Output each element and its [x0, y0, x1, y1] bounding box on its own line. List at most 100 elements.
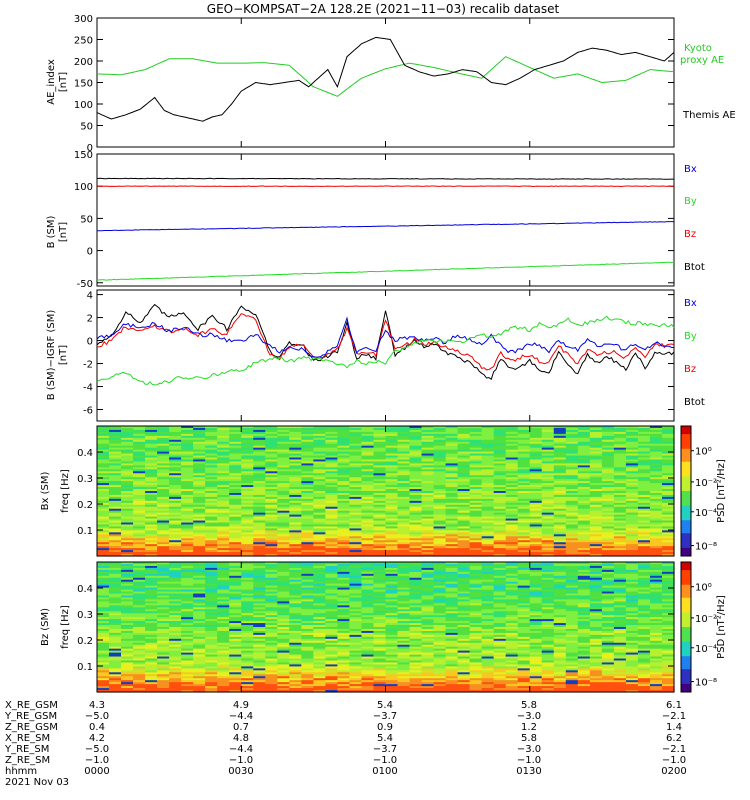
- spectrogram-cell: [421, 528, 435, 531]
- spectrogram-cell: [553, 459, 567, 463]
- spectrogram-cell: [217, 435, 230, 439]
- spectrogram-cell: [589, 514, 603, 518]
- spectrogram-cell: [325, 522, 339, 526]
- spectrogram-cell: [493, 481, 507, 484]
- spectrogram-cell: [241, 504, 254, 508]
- spectrogram-cell: [313, 581, 326, 585]
- spectrogram-cell: [121, 538, 134, 541]
- spectrogram-cell: [457, 427, 471, 431]
- spectrogram-cell: [625, 481, 639, 484]
- spectrogram-cell: [589, 449, 603, 453]
- spectrogram-cell: [265, 642, 278, 646]
- spectrogram-cell: [505, 459, 519, 463]
- spectrogram-cell: [301, 500, 314, 504]
- spectrogram-cell: [157, 465, 170, 468]
- spectrogram-cell: [409, 439, 423, 443]
- spectrogram-cell: [277, 611, 290, 614]
- spectrogram-cell: [337, 475, 351, 478]
- spectrogram-cell: [373, 585, 387, 589]
- spectrogram-cell: [205, 674, 218, 677]
- spectrogram-cell: [289, 601, 302, 604]
- spectrogram-cell: [169, 682, 182, 685]
- spectrogram-cell: [613, 447, 627, 451]
- spectrogram-cell: [493, 447, 507, 451]
- spectrogram-cell: [649, 489, 663, 492]
- spectrogram-cell: [361, 615, 375, 618]
- spectrogram-cell: [373, 455, 387, 459]
- spectrogram-cell: [421, 465, 435, 468]
- spectrogram-cell: [97, 672, 110, 675]
- spectrogram-cell: [493, 477, 507, 480]
- spectrogram-cell: [169, 652, 182, 656]
- spectrogram-cell: [289, 510, 302, 514]
- spectrogram-cell: [505, 494, 519, 498]
- spectrogram-cell: [241, 648, 254, 652]
- spectrogram-cell: [229, 607, 242, 610]
- colorbar-segment: [681, 534, 691, 538]
- spectrogram-cell: [325, 485, 339, 488]
- spectrogram-cell: [181, 522, 194, 526]
- spectrogram-cell: [541, 461, 555, 465]
- spectrogram-cell: [169, 684, 182, 687]
- spectrogram-cell: [481, 540, 495, 543]
- colorbar-segment: [681, 536, 691, 539]
- spectrogram-cell: [517, 542, 531, 545]
- spectrogram-cell: [169, 686, 182, 689]
- spectrogram-cell: [145, 469, 158, 472]
- spectrogram-cell: [361, 461, 375, 465]
- spectrogram-cell: [493, 426, 507, 429]
- spectrogram-cell: [217, 668, 230, 671]
- spectrogram-cell: [337, 429, 351, 433]
- spectrogram-cell: [589, 483, 603, 486]
- spectrogram-cell: [361, 632, 375, 636]
- spectrogram-cell: [433, 491, 447, 494]
- spectrogram-cell: [145, 492, 158, 496]
- spectrogram-cell: [241, 477, 254, 480]
- spectrogram-cell: [361, 467, 375, 470]
- spectrogram-cell: [109, 455, 122, 459]
- dbsm-legend-bz: Bz: [684, 364, 696, 375]
- spectrogram-cell: [241, 426, 254, 429]
- spectrogram-cell: [445, 457, 459, 461]
- spectrogram-cell: [325, 489, 339, 492]
- spectrogram-cell: [361, 508, 375, 512]
- spectrogram-cell: [253, 526, 266, 530]
- spectrogram-cell: [121, 536, 134, 539]
- spectrogram-cell: [133, 508, 146, 512]
- spectrogram-cell: [625, 479, 639, 482]
- spectrogram-cell: [121, 587, 134, 591]
- spectrogram-cell: [157, 575, 170, 579]
- spectrogram-cell: [265, 565, 278, 569]
- spectrogram-cell: [373, 520, 387, 524]
- spectrogram-cell: [301, 455, 314, 459]
- spectrogram-cell: [577, 471, 591, 474]
- spectrogram-cell: [565, 506, 579, 510]
- spectrogram-cell: [481, 526, 495, 530]
- spectrogram-cell: [385, 479, 399, 482]
- spectrogram-cell: [433, 522, 447, 526]
- spectrogram-cell: [205, 491, 218, 494]
- spectrogram-cell: [265, 496, 278, 500]
- y-tick-label: 0.3: [77, 474, 93, 485]
- spectrogram-cell: [289, 630, 302, 634]
- spectrogram-cell: [505, 508, 519, 512]
- spectrogram-cell: [433, 459, 447, 463]
- spectrogram-cell: [289, 526, 302, 530]
- spectrogram-cell: [421, 445, 435, 449]
- spectrogram-cell: [589, 504, 603, 508]
- spectrogram-cell: [253, 625, 266, 628]
- spectrogram-cell: [121, 585, 134, 589]
- spectrogram-cell: [217, 502, 230, 506]
- spectrogram-cell: [313, 593, 326, 597]
- spectrogram-cell: [385, 536, 399, 539]
- spectrogram-cell: [469, 550, 483, 553]
- spectrogram-cell: [157, 463, 170, 466]
- spectrogram-cell: [361, 530, 375, 533]
- spectrogram-cell: [301, 534, 314, 537]
- spectrogram-cell: [361, 554, 375, 557]
- spectrogram-cell: [157, 607, 170, 610]
- spectrogram-cell: [313, 619, 326, 622]
- spectrogram-cell: [109, 690, 122, 693]
- spectrogram-cell: [373, 640, 387, 644]
